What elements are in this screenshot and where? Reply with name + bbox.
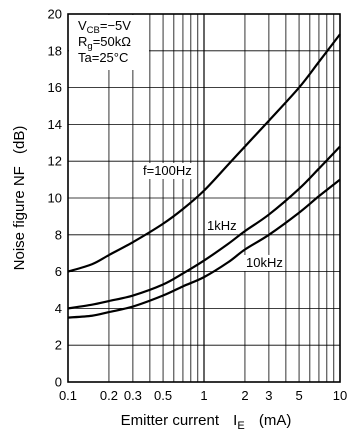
series-line [67,33,341,273]
series-labels: f=100Hz 1kHz 10kHz [141,163,285,271]
y-tick-label: 4 [55,301,62,316]
y-tick-label: 8 [55,227,62,242]
x-tick-label: 0.1 [59,388,77,403]
y-axis-unit: (dB) [11,126,28,154]
x-tick-label: 3 [265,388,272,403]
y-tick-label: 12 [48,154,62,169]
annotation-main: R [78,34,87,49]
condition-annotation: Ta=25°C [78,50,128,65]
x-tick-label: 2 [241,388,248,403]
series-label: 10kHz [246,255,283,270]
x-tick-label: 5 [295,388,302,403]
x-tick-label: 0.5 [154,388,172,403]
annotation-box [69,15,149,70]
series-line [67,178,341,319]
y-axis-title: Noise figure NF [11,166,28,270]
condition-annotation: Rg=50kΩ [78,34,131,52]
x-axis-title: Emitter current [121,412,220,429]
x-axis-symbol: I [233,412,237,429]
annotation-sub: g [87,41,92,52]
x-axis-label: Emitter current IE (mA) [121,412,292,433]
y-tick-label: 14 [48,117,62,132]
annotation-rest: =50kΩ [93,34,132,49]
series-label: 1kHz [207,218,237,233]
series-label: f=100Hz [143,163,192,178]
annotation-sub: CB [87,25,100,36]
condition-annotation: VCB=−5V [78,18,131,36]
series-label-bg [205,218,239,234]
x-tick-label: 1 [200,388,207,403]
x-tick-label: 10 [333,388,347,403]
y-tick-label: 20 [48,7,62,22]
y-tick-label: 16 [48,80,62,95]
x-axis-unit: (mA) [259,412,292,429]
annotation-main: Ta=25°C [78,50,128,65]
series-label-bg [141,163,197,179]
grid [68,14,340,382]
y-tick-label: 18 [48,43,62,58]
y-tick-label: 2 [55,338,62,353]
series-label-bg [244,255,285,271]
series-line [67,145,341,310]
y-tick-label: 6 [55,264,62,279]
x-axis-symbol-sub: E [237,420,244,432]
y-tick-label: 10 [48,191,62,206]
annotation-main: V [78,18,87,33]
x-tick-label: 0.3 [124,388,142,403]
y-axis-label: Noise figure NF (dB) [11,126,28,271]
annotation-rest: =−5V [100,18,131,33]
plot-frame [67,13,341,383]
y-tick-label: 0 [55,375,62,390]
curves [67,33,341,319]
x-tick-label: 0.2 [100,388,118,403]
